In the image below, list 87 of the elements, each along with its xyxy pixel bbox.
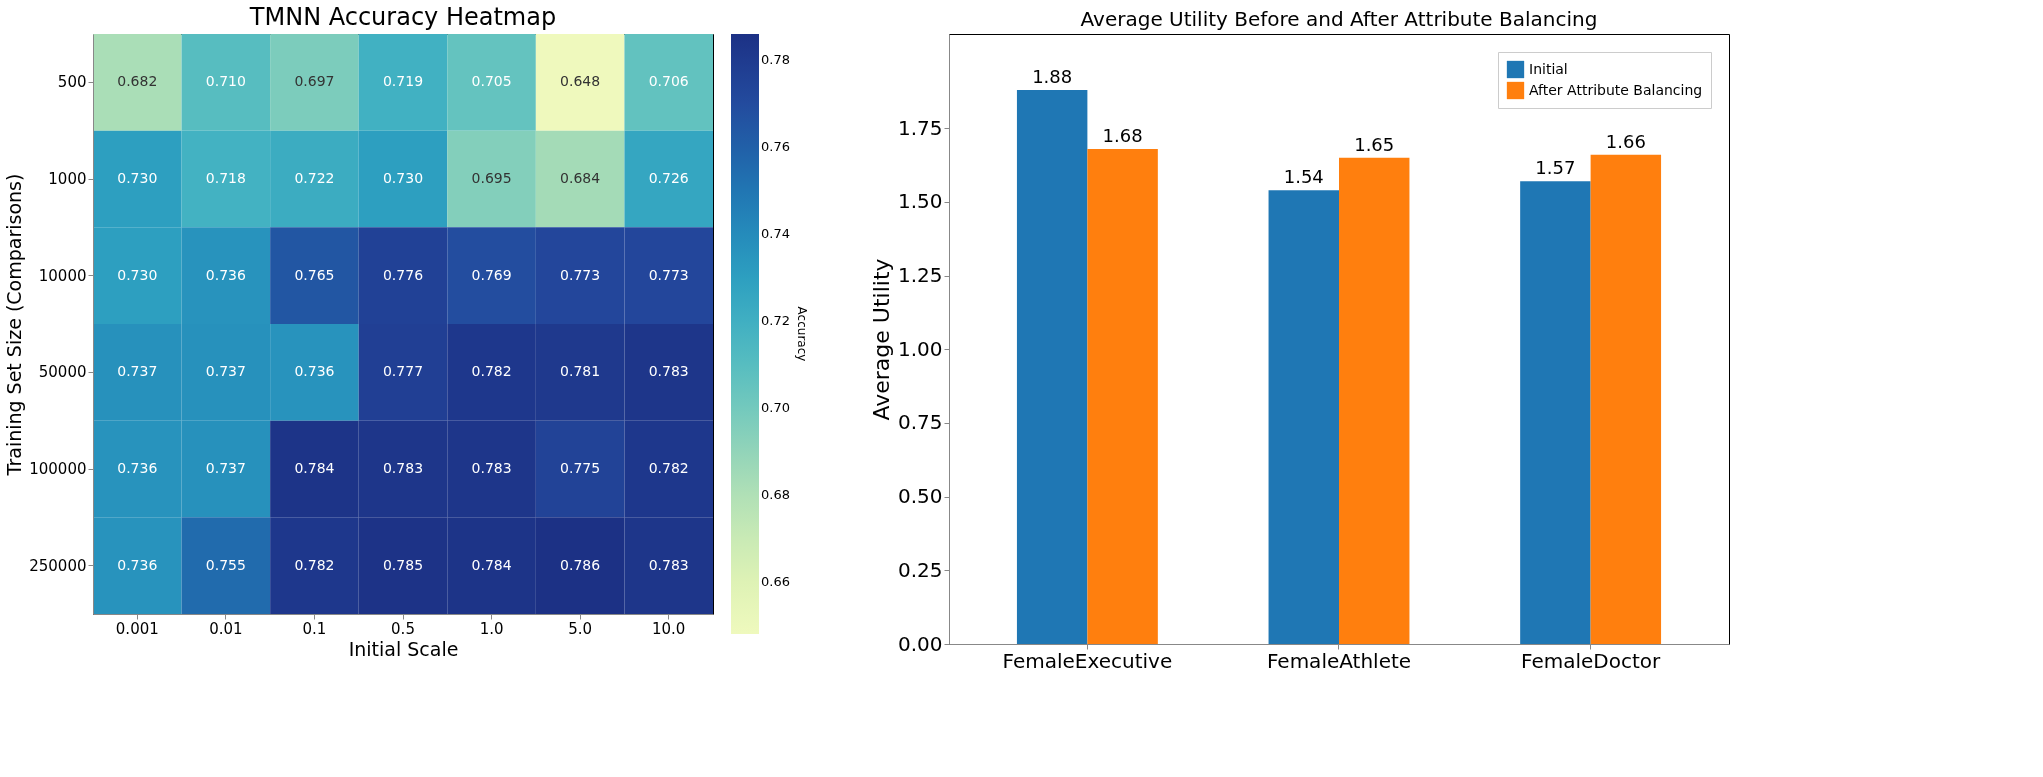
- color-bar-label: 0.66: [761, 573, 790, 589]
- y-tick-label: 1.25: [897, 263, 943, 288]
- y-tick-label: 50000: [38, 363, 87, 382]
- y-axis-title: Average Utility: [868, 258, 894, 421]
- y-tick-label: 1.50: [897, 189, 943, 214]
- color-bar-label: 0.70: [761, 399, 790, 415]
- color-bar-label: 0.76: [761, 139, 790, 155]
- x-tick-label: 0.1: [302, 619, 327, 638]
- data-label: 0.736: [294, 363, 335, 380]
- data-label: 0.783: [471, 460, 512, 476]
- legend-label: After Attribute Balancing: [1529, 81, 1703, 98]
- x-tick-label: FemaleExecutive: [1002, 648, 1173, 673]
- data-label: 1.88: [1032, 65, 1073, 87]
- data-label: 1.65: [1354, 133, 1395, 155]
- color-bar-label: 0.72: [761, 312, 790, 328]
- data-label: 1.68: [1102, 124, 1143, 146]
- data-label: 0.710: [205, 73, 246, 90]
- data-label: 0.777: [382, 363, 424, 380]
- data-label: 0.784: [471, 556, 512, 573]
- data-label: 0.781: [560, 363, 601, 380]
- data-label: 0.706: [648, 73, 689, 90]
- x-tick-label: FemaleAthlete: [1266, 648, 1412, 673]
- data-label: 0.718: [205, 170, 246, 186]
- color-bar-title: Accuracy: [795, 306, 809, 362]
- data-label: 1.66: [1605, 130, 1646, 152]
- data-label: 0.722: [294, 170, 335, 186]
- data-label: 0.719: [382, 73, 424, 90]
- y-tick-label: 100000: [29, 460, 87, 478]
- color-bar-label: 0.78: [761, 52, 790, 68]
- y-tick-label: 0.50: [897, 484, 943, 509]
- legend-label: Initial: [1529, 60, 1568, 77]
- data-label: 0.730: [382, 170, 424, 186]
- data-label: 0.726: [648, 170, 689, 186]
- data-label: 0.737: [205, 460, 246, 476]
- data-label: 0.785: [382, 556, 424, 573]
- data-label: 0.783: [648, 556, 689, 573]
- data-label: 0.783: [648, 363, 689, 380]
- y-tick-label: 250000: [29, 556, 87, 575]
- data-label: 0.755: [205, 556, 246, 573]
- y-tick-label: 10000: [38, 266, 87, 285]
- data-label: 0.782: [471, 363, 512, 380]
- data-label: 0.737: [205, 363, 246, 380]
- data-label: 0.784: [294, 460, 335, 476]
- x-tick-label: 0.5: [391, 619, 415, 638]
- data-label: 0.736: [117, 460, 158, 476]
- data-label: 0.773: [560, 266, 601, 283]
- x-tick-label: FemaleDoctor: [1520, 648, 1662, 673]
- x-tick-label: 5.0: [568, 619, 593, 638]
- data-label: 0.648: [560, 73, 601, 90]
- x-tick-label: 0.001: [115, 619, 159, 638]
- data-label: 1.57: [1535, 157, 1576, 179]
- data-label: 0.769: [471, 266, 512, 283]
- x-axis-title: Initial Scale: [348, 637, 459, 660]
- y-tick-label: 1000: [48, 170, 87, 188]
- data-label: 0.730: [117, 266, 158, 283]
- x-tick-label: 10.0: [652, 619, 686, 638]
- data-label: 0.736: [117, 556, 158, 573]
- data-label: 0.783: [382, 460, 424, 476]
- y-tick-label: 0.25: [897, 557, 943, 582]
- data-label: 0.695: [471, 170, 512, 186]
- y-tick-label: 1.00: [897, 336, 943, 361]
- data-label: 0.705: [471, 73, 512, 90]
- data-label: 0.782: [294, 556, 335, 573]
- chart-title: Average Utility Before and After Attribute Balancing: [1080, 7, 1598, 31]
- data-label: 0.682: [117, 73, 158, 90]
- data-label: 0.730: [117, 170, 158, 186]
- data-label: 0.776: [382, 266, 424, 283]
- data-label: 0.736: [205, 266, 246, 283]
- color-bar-label: 0.68: [761, 486, 790, 502]
- data-label: 0.773: [648, 266, 689, 283]
- y-tick-label: 0.00: [897, 631, 943, 656]
- data-label: 0.684: [560, 170, 601, 186]
- y-tick-label: 1.75: [897, 115, 943, 140]
- data-label: 0.697: [294, 73, 335, 90]
- y-tick-label: 0.75: [897, 410, 943, 435]
- x-tick-label: 0.01: [209, 619, 243, 638]
- chart-title: TMNN Accuracy Heatmap: [248, 3, 557, 31]
- color-bar-label: 0.74: [761, 226, 790, 241]
- data-label: 1.54: [1283, 166, 1324, 188]
- x-tick-label: 1.0: [479, 619, 504, 638]
- y-axis-title: Training Set Size (Comparisons): [3, 173, 26, 477]
- data-label: 0.737: [117, 363, 158, 380]
- data-label: 0.775: [560, 460, 601, 476]
- data-label: 0.765: [294, 266, 335, 283]
- data-label: 0.786: [560, 556, 601, 573]
- y-tick-label: 500: [57, 73, 87, 92]
- data-label: 0.782: [648, 460, 689, 476]
